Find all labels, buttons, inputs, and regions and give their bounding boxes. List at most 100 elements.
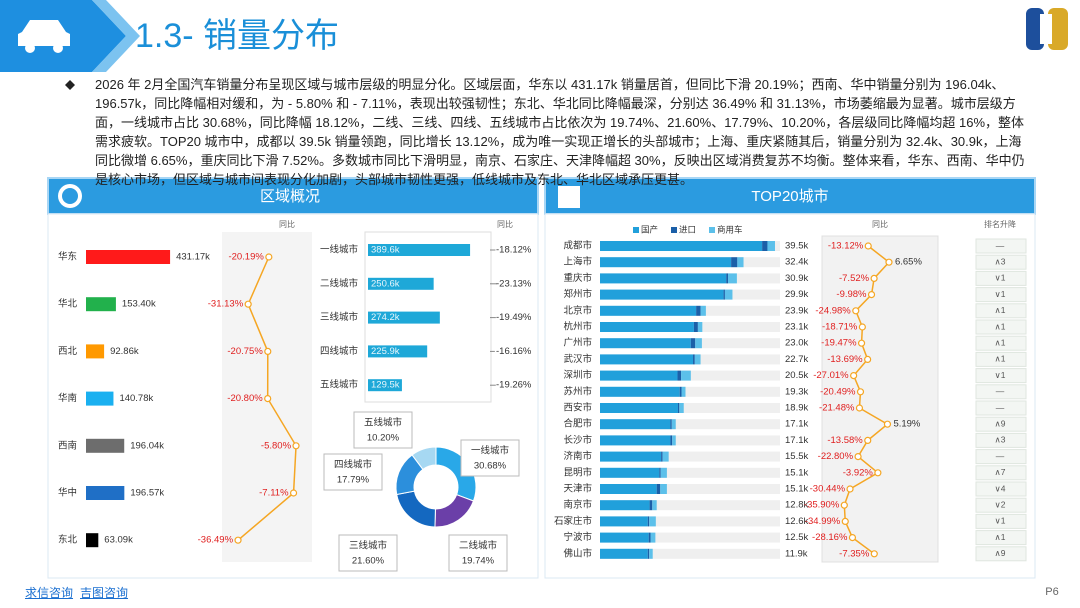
rank-change: ∨1 [995, 370, 1006, 380]
slice-name: 四线城市 [334, 459, 373, 471]
bar-track [600, 386, 780, 397]
slice-label: 19.74% [462, 556, 495, 567]
bar-segment [690, 338, 696, 349]
total-label: 39.5k [785, 241, 808, 252]
bar-segment [671, 419, 676, 430]
total-label: 17.1k [785, 435, 808, 446]
bar [368, 244, 471, 256]
bar-track [600, 548, 780, 559]
bar-segment [600, 467, 660, 478]
bar-segment [647, 516, 650, 527]
bar-segment [731, 257, 738, 268]
value-label: 431.17k [176, 252, 210, 263]
bar-segment [600, 516, 648, 527]
page-title: 1.3- 销量分布 [135, 17, 339, 55]
yoy-point [857, 339, 866, 347]
label-box [338, 534, 398, 572]
column-title: 同比 [872, 219, 888, 229]
bar-track [600, 403, 780, 413]
yoy-point [846, 485, 854, 493]
legend-swatch [633, 227, 639, 233]
bar-track [600, 500, 780, 511]
yoy-point [883, 420, 892, 428]
footer-link[interactable]: 求信咨询 [25, 586, 74, 600]
total-label: 30.9k [785, 273, 808, 284]
value-label: -20.19% [228, 252, 264, 263]
label-box [448, 534, 508, 572]
bar [368, 379, 402, 392]
rank-change: ∧3 [995, 435, 1006, 445]
rank-change: ∧1 [995, 305, 1006, 315]
rank-cell [975, 546, 1027, 562]
bar-segment [659, 467, 661, 478]
bar-segment [600, 370, 678, 381]
value-label: 92.86k [110, 346, 139, 357]
rank-change: ∨1 [995, 273, 1006, 283]
category-label: 深圳市 [563, 369, 592, 381]
category-label: 华东 [58, 251, 77, 263]
category-label: 济南市 [563, 450, 592, 462]
yoy-point [265, 253, 273, 261]
footer-link[interactable]: 吉图咨询 [80, 586, 129, 600]
bullet [65, 80, 75, 90]
value-label: 196.57k [130, 488, 164, 499]
bar-track [600, 484, 780, 494]
rank-change: ∨4 [995, 483, 1006, 493]
rank-cell [975, 416, 1027, 432]
bar [368, 311, 440, 324]
rank-change: ∧1 [995, 532, 1006, 542]
yoy-point [289, 489, 298, 497]
bar-segment [647, 548, 650, 559]
category-label: 西北 [58, 346, 78, 357]
bar-segment [600, 403, 678, 413]
category-label: 东北 [58, 534, 78, 546]
value-label: -13.58% [827, 435, 863, 446]
rank-change: ∧3 [995, 256, 1006, 266]
value-label: -13.12% [828, 241, 864, 252]
legend-swatch [709, 227, 715, 233]
bar-segment [660, 484, 667, 494]
value-label: 129.5k [371, 380, 400, 391]
rank-change: ∨1 [995, 289, 1006, 299]
bar-segment [681, 386, 686, 397]
total-label: 12.5k [785, 532, 808, 543]
bar-segment [737, 257, 744, 268]
rank-change: ∧1 [995, 354, 1006, 364]
category-label: 重庆市 [563, 272, 592, 284]
legend-swatch [671, 227, 677, 233]
category-label: 武汉市 [563, 353, 592, 365]
category-label: 石家庄市 [554, 515, 593, 527]
value-label: 153.40k [122, 299, 156, 310]
rank-cell [975, 465, 1027, 481]
logo [1026, 8, 1068, 50]
bar-segment [660, 467, 667, 478]
value-label: -22.80% [818, 451, 854, 462]
value-label: 140.78k [119, 393, 153, 404]
total-label: 19.3k [785, 386, 808, 397]
value-label: -20.80% [227, 393, 263, 404]
yoy-point [848, 533, 857, 542]
total-label: 15.5k [785, 451, 808, 462]
total-label: 15.1k [785, 467, 808, 478]
yoy-background [821, 235, 939, 563]
car-icon [18, 20, 70, 53]
value-label: -19.49% [496, 312, 532, 323]
rank-change: ∧9 [995, 418, 1006, 428]
slice-name: 三线城市 [349, 540, 388, 552]
column-title: 同比 [279, 219, 295, 229]
value-label: -28.16% [812, 532, 848, 543]
category-label: 长沙市 [563, 434, 592, 446]
panel-title: 区域概况 [260, 188, 320, 205]
category-label: 南京市 [563, 499, 592, 511]
category-label: 四线城市 [320, 345, 359, 357]
category-label: 一线城市 [320, 244, 359, 256]
value-label: -19.26% [496, 380, 532, 391]
rank-cell [975, 432, 1027, 448]
value-label: -7.35% [839, 548, 870, 559]
yoy-point [850, 372, 858, 380]
category-label: 五线城市 [320, 379, 359, 391]
slice-name: 二线城市 [459, 540, 498, 552]
value-label: -5.80% [261, 440, 292, 451]
value-label: -36.49% [198, 535, 234, 546]
